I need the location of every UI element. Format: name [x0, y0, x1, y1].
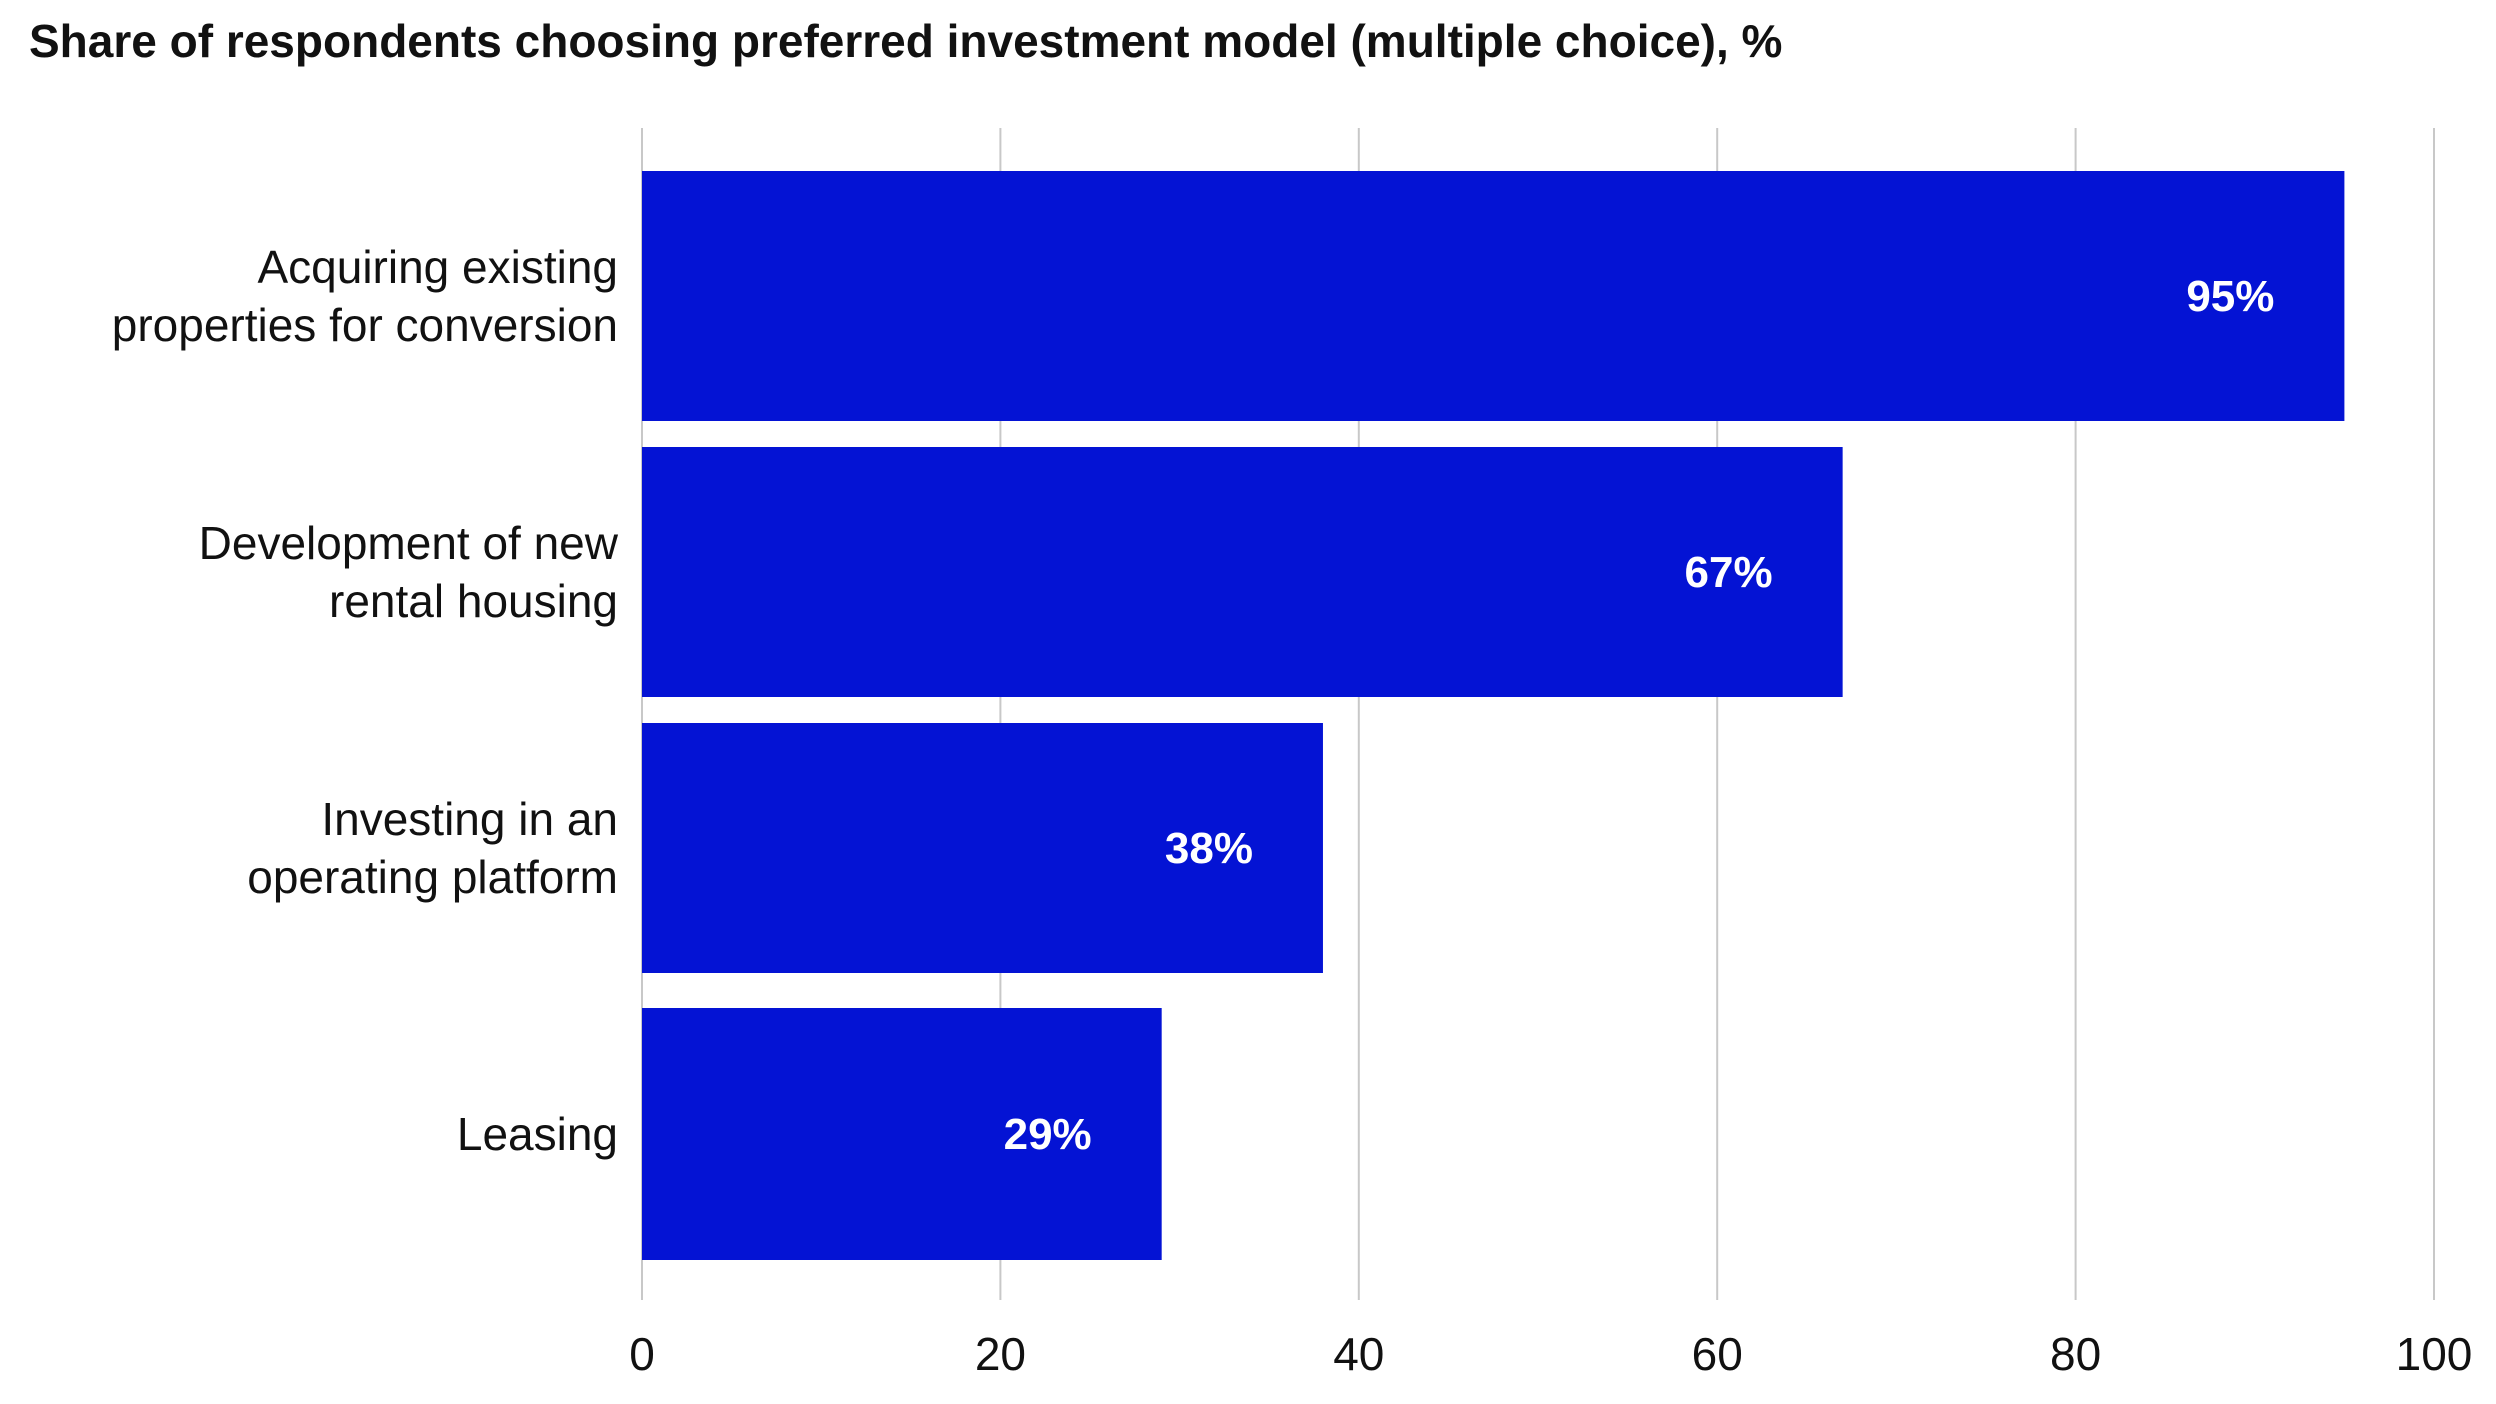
category-label: Development of new rental housing	[199, 517, 619, 627]
bar	[642, 447, 1843, 697]
category-label: Leasing	[457, 1108, 618, 1160]
category-label-line: Acquiring existing	[257, 241, 618, 293]
category-labels: Acquiring existing properties for convers…	[112, 241, 619, 1160]
category-label-line: rental housing	[329, 575, 618, 627]
bars: 95% 67% 38% 29%	[642, 171, 2345, 1260]
x-tick-label: 40	[1333, 1328, 1384, 1380]
x-tick-label: 20	[975, 1328, 1026, 1380]
category-label-line: properties for conversion	[112, 299, 618, 351]
category-label-line: Development of new	[199, 517, 619, 569]
chart-title: Share of respondents choosing preferred …	[29, 15, 1783, 67]
bar	[642, 1008, 1162, 1260]
x-tick-label: 0	[629, 1328, 655, 1380]
bar	[642, 723, 1323, 973]
category-label-line: Leasing	[457, 1108, 618, 1160]
category-label: Investing in an operating platform	[247, 793, 618, 903]
x-tick-label: 60	[1692, 1328, 1743, 1380]
x-tick-label: 100	[2396, 1328, 2473, 1380]
data-label: 38%	[1165, 824, 1253, 873]
data-label: 29%	[1004, 1110, 1092, 1159]
category-label-line: Investing in an	[321, 793, 618, 845]
category-label: Acquiring existing properties for convers…	[112, 241, 618, 351]
x-tick-label: 80	[2050, 1328, 2101, 1380]
data-label: 67%	[1685, 548, 1773, 597]
bar	[642, 171, 2345, 421]
x-axis-ticks: 0 20 40 60 80 100	[629, 1328, 2472, 1380]
data-label: 95%	[2186, 272, 2274, 321]
category-label-line: operating platform	[247, 851, 618, 903]
